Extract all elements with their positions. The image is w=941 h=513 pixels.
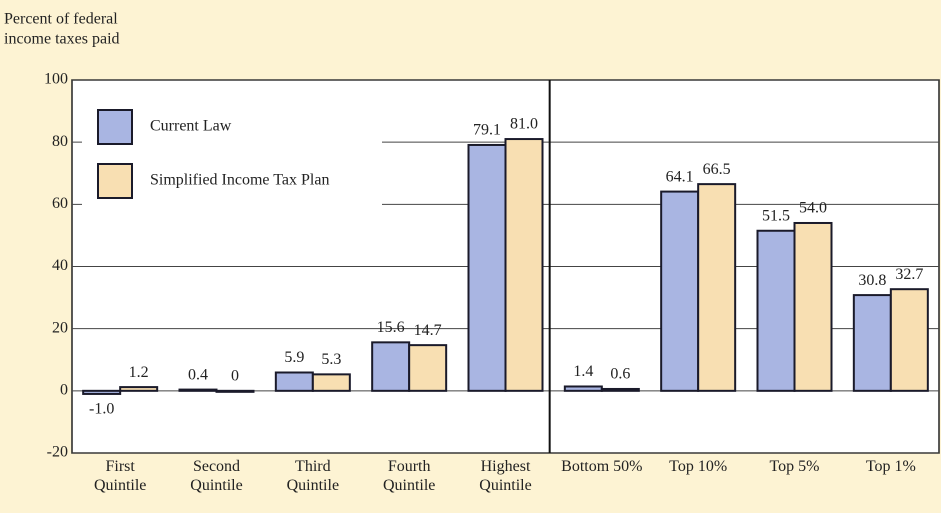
y-axis-label: income taxes paid [4, 31, 120, 48]
bar [504, 138, 544, 392]
bar [889, 288, 929, 392]
bar [793, 221, 833, 392]
y-tick-label: 80 [52, 133, 68, 150]
bar [600, 387, 640, 392]
value-label: 64.1 [666, 168, 694, 185]
value-label: 15.6 [377, 319, 405, 336]
value-label: 0.4 [188, 366, 208, 383]
bar [660, 190, 700, 392]
value-label: 5.9 [284, 349, 304, 366]
y-tick-label: 20 [52, 319, 68, 336]
bar [274, 371, 314, 392]
bar [756, 229, 796, 392]
bar [119, 386, 159, 392]
y-tick-label: 60 [52, 195, 68, 212]
bar [563, 385, 603, 392]
bar [311, 373, 351, 392]
bar [408, 344, 448, 392]
bar [215, 389, 255, 393]
value-label: 14.7 [414, 322, 442, 339]
bar [697, 183, 737, 392]
x-tick-label: Fourth Quintile [382, 458, 436, 494]
legend-label: Current Law [150, 118, 232, 135]
bar [178, 388, 218, 392]
value-label: 30.8 [858, 272, 886, 289]
x-tick-label: Second Quintile [190, 458, 243, 494]
x-tick-label: Top 10% [669, 458, 728, 475]
value-label: 81.0 [510, 116, 538, 133]
y-tick-label: 0 [60, 382, 68, 399]
legend-swatch [97, 109, 133, 145]
value-label: -1.0 [89, 401, 114, 418]
legend-swatch [97, 163, 133, 199]
value-label: 5.3 [321, 351, 341, 368]
y-tick-label: 100 [44, 71, 68, 88]
y-axis-label: Percent of federal [4, 11, 118, 28]
bar [82, 389, 122, 395]
bar [467, 143, 507, 392]
x-tick-label: Top 1% [865, 458, 916, 475]
x-tick-label: Highest Quintile [479, 458, 532, 494]
x-tick-label: First Quintile [93, 458, 147, 494]
value-label: 66.5 [703, 161, 731, 178]
value-label: 0 [231, 368, 239, 385]
value-label: 51.5 [762, 207, 790, 224]
bar [371, 341, 411, 392]
legend-label: Simplified Income Tax Plan [150, 172, 329, 189]
x-tick-label: Bottom 50% [561, 458, 643, 475]
bar [852, 294, 892, 392]
x-tick-label: Third Quintile [286, 458, 340, 494]
value-label: 32.7 [895, 266, 923, 283]
value-label: 79.1 [473, 122, 501, 139]
value-label: 1.2 [129, 364, 149, 381]
y-tick-label: 40 [52, 257, 68, 274]
value-label: 1.4 [573, 363, 593, 380]
y-tick-label: -20 [47, 444, 68, 461]
value-label: 0.6 [610, 366, 630, 383]
x-tick-label: Top 5% [769, 458, 820, 475]
value-label: 54.0 [799, 200, 827, 217]
